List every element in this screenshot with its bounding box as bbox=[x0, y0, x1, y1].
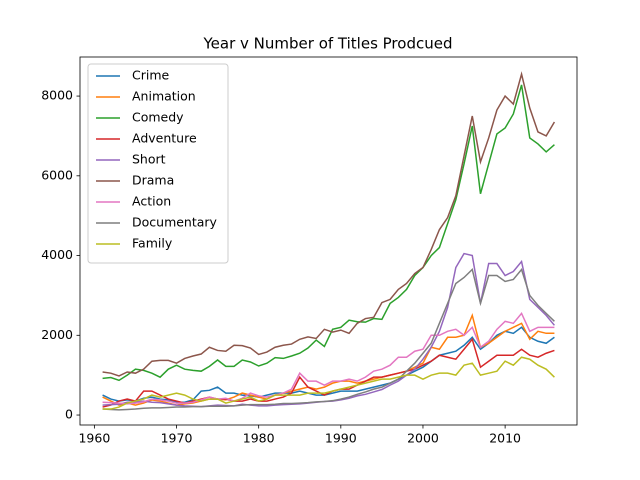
x-tick-label: 2000 bbox=[407, 431, 439, 446]
legend-label: Family bbox=[132, 236, 173, 251]
line-series bbox=[102, 311, 555, 405]
legend-label: Crime bbox=[132, 68, 170, 83]
chart-title: Year v Number of Titles Prodcued bbox=[203, 35, 453, 53]
x-tick-label: 2010 bbox=[489, 431, 521, 446]
legend-label: Short bbox=[132, 152, 166, 167]
legend: Crime Animation Comedy Adventure Short Drama A… bbox=[87, 63, 229, 264]
line-series bbox=[102, 84, 555, 382]
legend-label: Drama bbox=[132, 173, 174, 188]
line-series bbox=[102, 337, 555, 408]
x-tick-label: 1990 bbox=[325, 431, 357, 446]
line-series bbox=[102, 71, 556, 377]
x-tick-label: 1960 bbox=[78, 431, 110, 446]
y-tick-label: 8000 bbox=[41, 88, 73, 103]
plot-area bbox=[102, 71, 556, 411]
y-tick-label: 2000 bbox=[41, 327, 73, 342]
legend-label: Comedy bbox=[132, 110, 184, 125]
x-tick-label: 1980 bbox=[243, 431, 275, 446]
y-tick-label: 6000 bbox=[41, 167, 73, 182]
legend-label: Animation bbox=[132, 89, 196, 104]
line-series bbox=[102, 356, 555, 410]
legend-label: Documentary bbox=[132, 215, 218, 230]
line-series bbox=[102, 267, 555, 411]
axes-frame bbox=[79, 56, 578, 426]
legend-label: Adventure bbox=[132, 131, 197, 146]
legend-label: Action bbox=[132, 194, 171, 209]
y-tick-label: 0 bbox=[65, 407, 73, 422]
x-tick-label: 1970 bbox=[161, 431, 193, 446]
y-tick-label: 4000 bbox=[41, 247, 73, 262]
legend-box bbox=[87, 63, 229, 264]
line-series bbox=[102, 326, 555, 404]
